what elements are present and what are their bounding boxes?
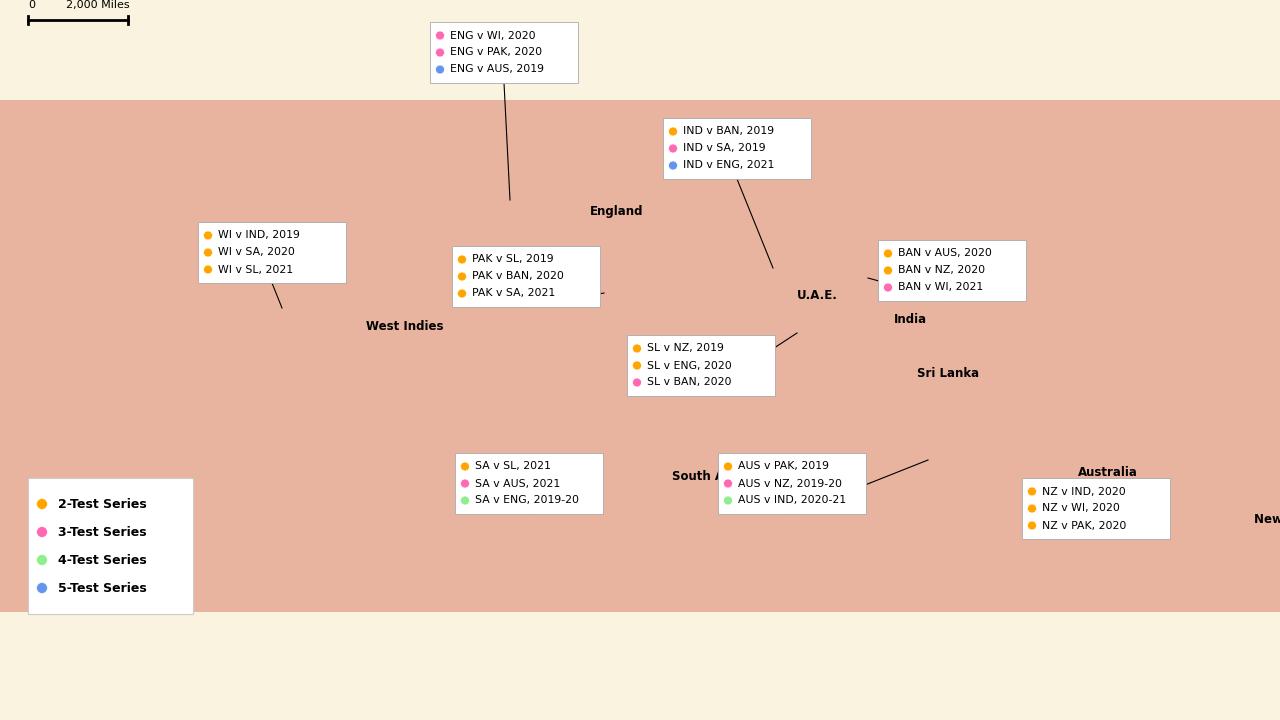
Text: NZ v WI, 2020: NZ v WI, 2020 xyxy=(1042,503,1120,513)
Text: SL v BAN, 2020: SL v BAN, 2020 xyxy=(646,377,731,387)
Text: SA v AUS, 2021: SA v AUS, 2021 xyxy=(475,479,561,488)
Text: South Africa: South Africa xyxy=(672,469,754,482)
Text: WI v IND, 2019: WI v IND, 2019 xyxy=(218,230,300,240)
Text: NZ v PAK, 2020: NZ v PAK, 2020 xyxy=(1042,521,1126,531)
Text: AUS v PAK, 2019: AUS v PAK, 2019 xyxy=(739,462,829,472)
Text: 2-Test Series: 2-Test Series xyxy=(58,498,147,510)
Text: 4-Test Series: 4-Test Series xyxy=(58,554,147,567)
Text: PAK v SA, 2021: PAK v SA, 2021 xyxy=(472,289,556,299)
Text: BAN v AUS, 2020: BAN v AUS, 2020 xyxy=(899,248,992,258)
Text: ENG v AUS, 2019: ENG v AUS, 2019 xyxy=(451,65,544,74)
Text: 2,000 Miles: 2,000 Miles xyxy=(38,0,129,10)
Text: SA v SL, 2021: SA v SL, 2021 xyxy=(475,462,550,472)
Text: U.A.E.: U.A.E. xyxy=(797,289,838,302)
Text: IND v ENG, 2021: IND v ENG, 2021 xyxy=(684,161,774,171)
Text: BAN v WI, 2021: BAN v WI, 2021 xyxy=(899,282,983,292)
Text: BAN v NZ, 2020: BAN v NZ, 2020 xyxy=(899,266,986,276)
Text: 0: 0 xyxy=(28,0,35,10)
Text: New Zealand: New Zealand xyxy=(1254,513,1280,526)
Text: Bangladesh: Bangladesh xyxy=(915,285,993,298)
Text: Australia: Australia xyxy=(1078,466,1138,479)
Text: SA v ENG, 2019-20: SA v ENG, 2019-20 xyxy=(475,495,579,505)
Text: England: England xyxy=(590,204,643,217)
Text: India: India xyxy=(893,312,927,325)
Text: IND v SA, 2019: IND v SA, 2019 xyxy=(684,143,765,153)
Text: PAK v SL, 2019: PAK v SL, 2019 xyxy=(472,254,554,264)
Text: WI v SL, 2021: WI v SL, 2021 xyxy=(218,264,293,274)
Text: ENG v PAK, 2020: ENG v PAK, 2020 xyxy=(451,48,543,58)
Text: 5-Test Series: 5-Test Series xyxy=(58,582,147,595)
Text: PAK v BAN, 2020: PAK v BAN, 2020 xyxy=(472,271,564,282)
Text: NZ v IND, 2020: NZ v IND, 2020 xyxy=(1042,487,1125,497)
Text: AUS v IND, 2020-21: AUS v IND, 2020-21 xyxy=(739,495,846,505)
Text: West Indies: West Indies xyxy=(366,320,443,333)
Text: IND v BAN, 2019: IND v BAN, 2019 xyxy=(684,127,774,137)
Text: AUS v NZ, 2019-20: AUS v NZ, 2019-20 xyxy=(739,479,842,488)
Text: SL v ENG, 2020: SL v ENG, 2020 xyxy=(646,361,732,371)
Text: ENG v WI, 2020: ENG v WI, 2020 xyxy=(451,30,535,40)
Text: Sri Lanka: Sri Lanka xyxy=(916,367,979,380)
Text: SL v NZ, 2019: SL v NZ, 2019 xyxy=(646,343,724,354)
Text: 3-Test Series: 3-Test Series xyxy=(58,526,147,539)
Text: WI v SA, 2020: WI v SA, 2020 xyxy=(218,248,294,258)
